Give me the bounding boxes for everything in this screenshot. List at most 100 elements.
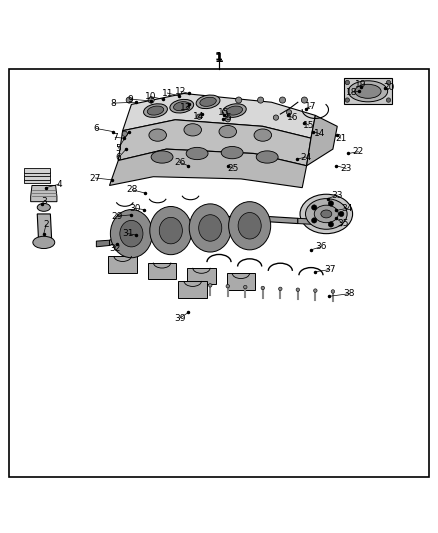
Circle shape <box>301 97 307 103</box>
Text: 39: 39 <box>174 314 185 322</box>
Ellipse shape <box>200 97 216 107</box>
Polygon shape <box>123 93 315 138</box>
Polygon shape <box>24 168 50 173</box>
Circle shape <box>279 97 286 103</box>
Ellipse shape <box>229 201 271 250</box>
Ellipse shape <box>226 106 243 115</box>
Ellipse shape <box>110 209 152 258</box>
Ellipse shape <box>159 217 182 244</box>
Polygon shape <box>109 256 137 273</box>
Text: 6: 6 <box>93 124 99 133</box>
Text: 12: 12 <box>175 87 187 96</box>
Ellipse shape <box>186 147 208 159</box>
Circle shape <box>345 80 350 85</box>
Ellipse shape <box>321 210 332 218</box>
Polygon shape <box>110 149 307 188</box>
Text: 15: 15 <box>218 108 229 117</box>
Ellipse shape <box>254 129 272 141</box>
Polygon shape <box>307 115 337 166</box>
Text: 7: 7 <box>112 133 118 142</box>
Circle shape <box>296 288 300 292</box>
Circle shape <box>314 289 317 292</box>
Polygon shape <box>96 240 110 247</box>
Ellipse shape <box>314 205 338 223</box>
Text: 33: 33 <box>332 191 343 199</box>
Polygon shape <box>148 263 176 279</box>
Circle shape <box>328 222 334 227</box>
Text: 38: 38 <box>344 289 355 298</box>
Circle shape <box>386 80 391 85</box>
Text: 18: 18 <box>346 87 357 96</box>
Circle shape <box>331 290 335 293</box>
Ellipse shape <box>150 206 192 255</box>
Ellipse shape <box>256 151 278 163</box>
Text: 6: 6 <box>115 154 121 163</box>
Circle shape <box>328 201 334 206</box>
Ellipse shape <box>33 236 55 248</box>
Text: 14: 14 <box>193 112 204 121</box>
Text: 5: 5 <box>225 113 231 122</box>
Ellipse shape <box>348 81 388 102</box>
Circle shape <box>311 218 317 223</box>
Text: 4: 4 <box>57 180 62 189</box>
Circle shape <box>122 131 127 136</box>
Polygon shape <box>31 185 57 201</box>
Text: 22: 22 <box>353 147 364 156</box>
Text: 32: 32 <box>109 244 120 253</box>
Text: 17: 17 <box>305 102 317 111</box>
Circle shape <box>261 286 265 290</box>
Ellipse shape <box>170 99 194 113</box>
Ellipse shape <box>196 95 220 109</box>
Ellipse shape <box>144 104 167 117</box>
Ellipse shape <box>223 104 246 117</box>
Text: 14: 14 <box>314 130 325 138</box>
Circle shape <box>225 117 230 122</box>
Polygon shape <box>24 172 50 176</box>
Polygon shape <box>187 268 216 285</box>
Ellipse shape <box>238 213 261 239</box>
Ellipse shape <box>184 124 201 136</box>
Polygon shape <box>118 120 311 166</box>
Text: 26: 26 <box>174 158 185 167</box>
Ellipse shape <box>37 204 50 211</box>
Text: 9: 9 <box>127 95 134 104</box>
Ellipse shape <box>149 129 166 141</box>
Text: 3: 3 <box>41 197 47 206</box>
Text: 16: 16 <box>287 113 298 122</box>
Text: 37: 37 <box>324 265 336 274</box>
Circle shape <box>244 285 247 289</box>
Text: 35: 35 <box>337 219 349 228</box>
Text: 8: 8 <box>110 99 116 108</box>
Circle shape <box>345 98 350 102</box>
Text: 30: 30 <box>129 204 141 213</box>
Text: 25: 25 <box>228 164 239 173</box>
Circle shape <box>286 110 292 115</box>
Text: 15: 15 <box>303 120 314 130</box>
Circle shape <box>273 115 279 120</box>
Text: 31: 31 <box>122 229 134 238</box>
Text: 1: 1 <box>215 52 223 62</box>
Circle shape <box>311 205 317 210</box>
Circle shape <box>126 97 132 103</box>
Text: 28: 28 <box>127 185 138 195</box>
Polygon shape <box>227 273 255 290</box>
Text: 1: 1 <box>215 52 223 65</box>
Ellipse shape <box>189 204 231 252</box>
Text: 13: 13 <box>180 103 192 112</box>
Ellipse shape <box>151 151 173 163</box>
Polygon shape <box>24 179 50 183</box>
Ellipse shape <box>355 84 381 98</box>
Ellipse shape <box>120 221 143 247</box>
Text: 34: 34 <box>342 204 353 213</box>
Ellipse shape <box>221 147 243 159</box>
Circle shape <box>197 114 202 119</box>
Polygon shape <box>110 215 298 246</box>
Circle shape <box>386 98 391 102</box>
Text: 27: 27 <box>90 174 101 182</box>
Ellipse shape <box>147 106 164 115</box>
Ellipse shape <box>173 102 190 111</box>
Polygon shape <box>298 219 342 226</box>
Text: 23: 23 <box>340 164 352 173</box>
Polygon shape <box>178 281 207 297</box>
Text: 21: 21 <box>335 134 346 143</box>
